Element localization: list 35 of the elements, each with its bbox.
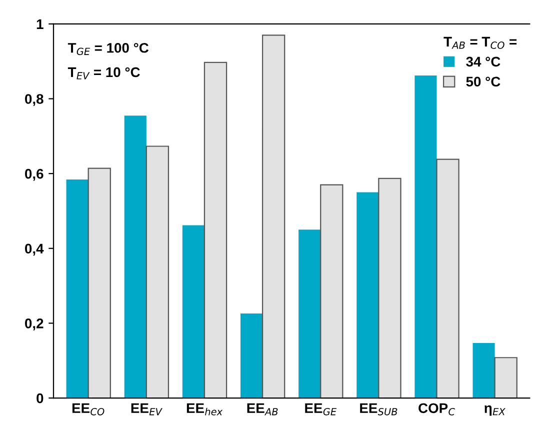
- legend-label: 34 °C: [466, 56, 500, 67]
- y-tick-label: 0,6: [25, 168, 44, 181]
- x-tick-label: EE$_{CO}$: [72, 403, 104, 416]
- y-tick-label: 1: [36, 19, 44, 29]
- annotation: T$_{GE}$ = 100 °C: [68, 42, 149, 56]
- bar: [472, 343, 495, 398]
- bar: [182, 225, 204, 398]
- bar: [88, 168, 111, 398]
- bar: [494, 357, 518, 398]
- annotation: T$_{EV}$ = 10 °C: [68, 67, 140, 80]
- bar: [66, 180, 88, 398]
- x-tick-label: η$_{EX}$: [484, 405, 506, 416]
- bar: [204, 62, 228, 398]
- x-tick-label: EE$_{hex}$: [186, 403, 223, 416]
- bar: [356, 192, 379, 398]
- bar: [240, 313, 263, 398]
- x-tick-label: EE$_{AB}$: [247, 403, 278, 416]
- bar: [320, 184, 344, 398]
- bar: [298, 230, 321, 398]
- bar: [124, 116, 146, 398]
- bar: [414, 76, 437, 398]
- legend-label: 50 °C: [466, 76, 500, 87]
- y-tick-label: 0,8: [25, 94, 44, 106]
- bar: [436, 158, 460, 398]
- x-tick-label: COP$_{C}$: [418, 403, 455, 416]
- bar: [146, 146, 170, 398]
- y-tick-label: 0,4: [25, 244, 44, 256]
- y-tick-label: 0,2: [25, 318, 44, 330]
- x-tick-label: EE$_{EV}$: [131, 403, 162, 416]
- bar: [262, 34, 286, 398]
- x-tick-label: EE$_{SUB}$: [360, 403, 398, 416]
- bar: [378, 178, 402, 398]
- x-tick-label: EE$_{GE}$: [305, 403, 337, 416]
- legend-title: T$_{AB}$ = T$_{CO}$ =: [444, 36, 517, 49]
- y-tick-label: 0: [36, 393, 44, 404]
